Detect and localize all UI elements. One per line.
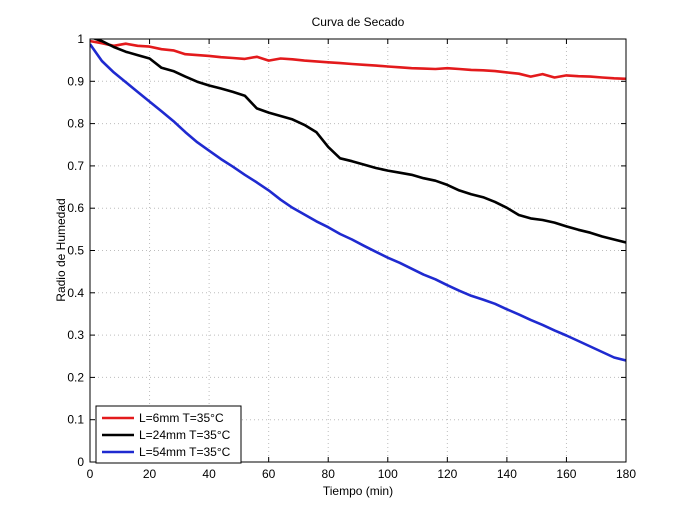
- x-tick-label: 180: [616, 467, 636, 481]
- y-tick-label: 0.4: [67, 286, 84, 300]
- y-tick-label: 0.9: [67, 74, 84, 88]
- x-tick-label: 100: [378, 467, 398, 481]
- x-axis-label: Tiempo (min): [323, 484, 393, 498]
- x-tick-label: 140: [497, 467, 517, 481]
- x-tick-label: 60: [262, 467, 276, 481]
- series-line-2: [92, 39, 626, 244]
- x-tick-label: 0: [87, 467, 94, 481]
- legend-label-3: L=54mm T=35°C: [139, 445, 231, 459]
- x-tick-label: 20: [143, 467, 157, 481]
- y-tick-label: 0.6: [67, 201, 84, 215]
- y-axis-label: Radio de Humedad: [54, 198, 68, 301]
- series-group: [90, 39, 626, 362]
- x-tick-label: 80: [322, 467, 336, 481]
- axis-ticks: 0 20 40 60 80 100 120 140 160 180 0 0.1 0.2 0.3 0.4 0.5…: [67, 32, 636, 481]
- x-tick-label: 40: [202, 467, 216, 481]
- legend-label-1: L=6mm T=35°C: [139, 411, 224, 425]
- y-tick-label: 1: [77, 32, 84, 46]
- chart-title: Curva de Secado: [312, 15, 405, 29]
- grid: [90, 39, 626, 462]
- legend-label-2: L=24mm T=35°C: [139, 428, 231, 442]
- x-tick-label: 120: [437, 467, 457, 481]
- y-tick-label: 0.3: [67, 328, 84, 342]
- legend: L=6mm T=35°C L=24mm T=35°C L=54mm T=35°C: [95, 405, 242, 464]
- series-line-3: [90, 43, 626, 362]
- y-tick-label: 0.8: [67, 117, 84, 131]
- y-tick-label: 0.7: [67, 159, 84, 173]
- y-tick-label: 0.1: [67, 413, 84, 427]
- plot-frame: [89, 38, 627, 463]
- y-tick-label: 0.5: [67, 244, 84, 258]
- x-tick-label: 160: [556, 467, 576, 481]
- y-tick-label: 0: [77, 455, 84, 469]
- series-line-1: [90, 39, 626, 81]
- y-tick-label: 0.2: [67, 370, 84, 384]
